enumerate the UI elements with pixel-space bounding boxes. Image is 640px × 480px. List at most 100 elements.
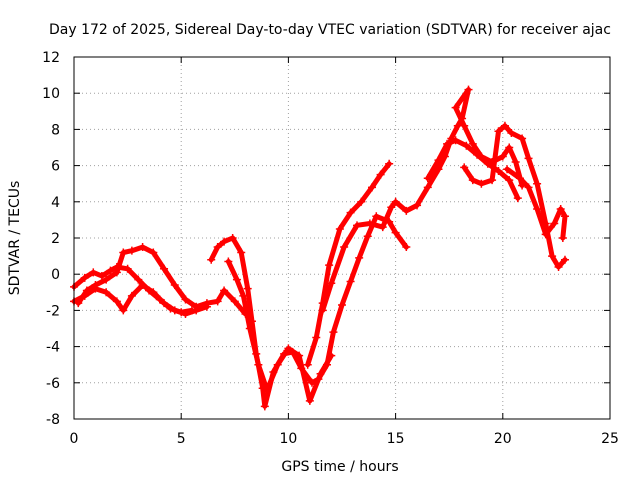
- data-point: [462, 141, 471, 150]
- data-point: [355, 253, 364, 262]
- series-trace: [305, 161, 392, 368]
- data-point: [560, 212, 569, 221]
- data-point: [284, 344, 293, 353]
- data-point: [254, 360, 263, 369]
- data-point: [327, 279, 336, 288]
- data-point: [365, 219, 374, 228]
- x-tick-label: 5: [177, 431, 186, 447]
- data-series: [70, 262, 196, 317]
- data-point: [232, 275, 241, 284]
- data-point: [273, 360, 282, 369]
- data-point: [123, 264, 132, 273]
- data-point: [82, 286, 91, 295]
- y-tick-label: -4: [46, 340, 60, 356]
- data-point: [533, 205, 542, 214]
- data-point: [500, 121, 509, 130]
- data-point: [213, 297, 222, 306]
- data-point: [346, 208, 355, 217]
- series-trace: [425, 137, 521, 201]
- x-tick-label: 15: [387, 431, 405, 447]
- data-point: [245, 324, 254, 333]
- data-point: [149, 248, 158, 257]
- data-point: [503, 165, 512, 174]
- data-point: [477, 179, 486, 188]
- x-tick-label: 20: [494, 431, 512, 447]
- data-point: [260, 402, 269, 411]
- data-series: [74, 243, 250, 319]
- data-point: [102, 275, 111, 284]
- data-point: [434, 156, 443, 165]
- data-point: [170, 281, 179, 290]
- data-point: [80, 273, 89, 282]
- data-series: [460, 121, 569, 271]
- data-point: [340, 243, 349, 252]
- grid: [74, 57, 610, 419]
- data-point: [305, 396, 314, 405]
- data-point: [368, 183, 377, 192]
- data-point: [237, 248, 246, 257]
- data-point: [166, 304, 175, 313]
- y-tick-label: 10: [42, 86, 60, 102]
- data-point: [119, 306, 128, 315]
- data-series: [303, 159, 394, 369]
- data-point: [160, 264, 169, 273]
- data-point: [391, 228, 400, 237]
- data-point: [494, 167, 503, 176]
- series-trace: [225, 259, 334, 404]
- data-point: [262, 386, 271, 395]
- axis-ticks: [73, 56, 611, 420]
- data-point: [207, 255, 216, 264]
- data-point: [518, 134, 527, 143]
- x-tick-label: 0: [70, 431, 79, 447]
- y-tick-label: 0: [51, 267, 60, 283]
- chart-title: Day 172 of 2025, Sidereal Day-to-day VTE…: [49, 22, 611, 38]
- data-point: [483, 159, 492, 168]
- data-point: [228, 234, 237, 242]
- data-point: [202, 299, 211, 308]
- data-point: [338, 300, 346, 309]
- y-tick-label: 6: [51, 159, 60, 175]
- data-point: [494, 127, 503, 136]
- y-tick-label: 2: [51, 231, 60, 247]
- data-point: [505, 143, 514, 152]
- data-point: [224, 257, 233, 266]
- data-point: [316, 369, 325, 378]
- data-point: [127, 291, 136, 300]
- data-point: [97, 272, 106, 281]
- data-point: [423, 174, 432, 183]
- x-axis-title: GPS time / hours: [281, 459, 398, 475]
- data-series: [224, 257, 336, 405]
- data-point: [513, 194, 522, 203]
- y-tick-label: -6: [46, 376, 60, 392]
- data-point: [119, 248, 128, 257]
- data-point: [376, 170, 385, 179]
- data-point: [91, 281, 100, 290]
- data-point: [533, 179, 542, 188]
- y-tick-label: 8: [51, 122, 60, 138]
- data-point: [220, 237, 229, 246]
- x-tick-label: 10: [279, 431, 297, 447]
- data-point: [473, 150, 482, 159]
- data-point: [460, 163, 469, 172]
- data-point: [423, 183, 432, 192]
- data-point: [89, 268, 98, 277]
- y-tick-label: 12: [42, 50, 60, 66]
- data-point: [318, 306, 327, 315]
- data-point: [511, 157, 520, 166]
- data-point: [325, 261, 334, 270]
- data-point: [243, 284, 252, 293]
- data-point: [560, 255, 569, 264]
- data-point: [524, 154, 533, 163]
- data-point: [303, 360, 312, 369]
- data-point: [524, 183, 533, 192]
- data-point: [556, 205, 565, 214]
- data-point: [548, 252, 557, 261]
- data-point: [515, 174, 524, 183]
- data-point: [335, 224, 344, 233]
- series-trace: [75, 244, 248, 317]
- data-point: [239, 291, 248, 300]
- y-tick-label: -2: [46, 303, 60, 319]
- data-point: [451, 103, 460, 112]
- data-point: [357, 197, 366, 206]
